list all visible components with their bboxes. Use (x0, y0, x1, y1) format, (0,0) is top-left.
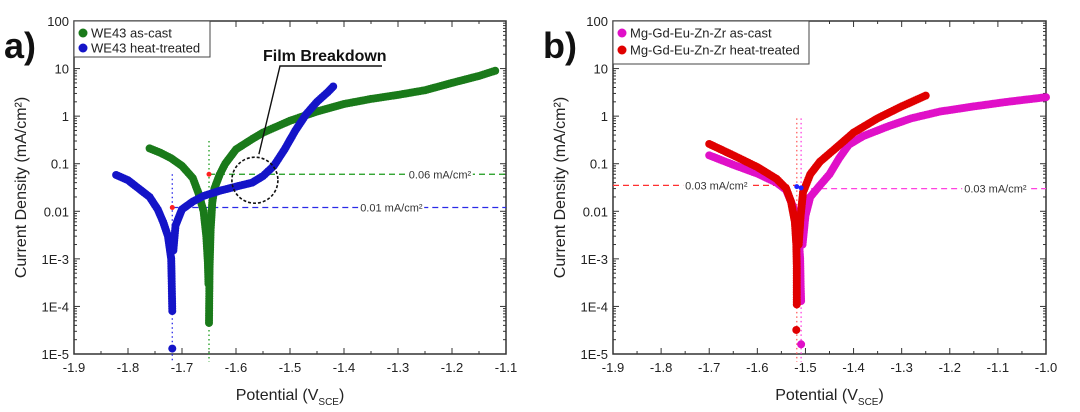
legend-marker (78, 43, 88, 53)
legend-box (73, 20, 211, 58)
data-point (797, 340, 806, 349)
x-tick-label: -1.9 (602, 360, 624, 375)
annotation-label: 0.06 mA/cm² (409, 169, 472, 181)
x-tick-label: -1.2 (939, 360, 961, 375)
y-tick-label: 0.01 (44, 204, 69, 219)
y-tick-label: 1E-3 (581, 252, 608, 267)
data-point (329, 82, 338, 91)
x-tick-label: -1.5 (794, 360, 816, 375)
legend-label: WE43 as-cast (91, 26, 172, 41)
film-breakdown-label: Film Breakdown (263, 48, 387, 65)
x-tick-label: -1.8 (650, 360, 672, 375)
data-point (921, 91, 930, 100)
x-tick-label: -1.7 (698, 360, 720, 375)
annotation-label-bg (406, 167, 473, 181)
legend: Mg-Gd-Eu-Zn-Zr as-cast Mg-Gd-Eu-Zn-Zr hea… (612, 20, 810, 65)
x-axis-label: Potential (VSCE) (775, 387, 884, 408)
y-tick-label: 1E-5 (581, 347, 608, 362)
panel-label: a) (4, 25, 36, 66)
intersection-point (206, 171, 212, 177)
series-mg-gd-eu-zn-zr-heat-treated (705, 91, 930, 334)
legend-label: WE43 heat-treated (91, 41, 200, 56)
legend-marker (78, 28, 88, 38)
annotation-label-bg (358, 200, 425, 214)
y-tick-label: 0.1 (51, 157, 69, 172)
y-tick-label: 1 (62, 109, 69, 124)
y-axis-label: Current Density (mA/cm²) (552, 97, 569, 278)
legend-box (612, 20, 810, 65)
legend-marker (617, 45, 627, 55)
y-tick-label: 1 (601, 109, 608, 124)
y-tick-label: 1E-5 (42, 347, 69, 362)
legend-marker (617, 28, 627, 38)
annotation-label: 0.01 mA/cm² (360, 203, 423, 215)
panel-a-chart: -1.9 -1.8 -1.7 -1.6 -1.5 -1.4 -1.3 -1.2 -1.1 1E-5… (4, 14, 517, 408)
x-tick-label: -1.3 (387, 360, 409, 375)
y-tick-label: 100 (586, 14, 608, 29)
annotation-label-bg (962, 181, 1029, 195)
x-tick-label: -1.4 (333, 360, 355, 375)
y-tick-label: 1E-4 (42, 299, 69, 314)
y-tick-label: 0.1 (590, 157, 608, 172)
x-tick-label: -1.7 (171, 360, 193, 375)
data-point (168, 307, 177, 316)
y-tick-label: 10 (55, 62, 69, 77)
legend-label: Mg-Gd-Eu-Zn-Zr as-cast (630, 26, 772, 41)
series-we43-as-cast (145, 66, 500, 327)
x-tick-label: -1.6 (225, 360, 247, 375)
series-we43-heat-treated (112, 82, 338, 353)
annotation-label: 0.03 mA/cm² (685, 180, 748, 192)
data-point (1042, 93, 1050, 102)
x-tick-label: -1.8 (117, 360, 139, 375)
series-mg-gd-eu-zn-zr-as-cast (705, 93, 1050, 349)
x-tick-label: -1.5 (279, 360, 301, 375)
panel-b-chart: -1.9 -1.8 -1.7 -1.6 -1.5 -1.4 -1.3 -1.2 -1.1 -1.0… (543, 14, 1057, 408)
y-tick-label: 0.01 (583, 204, 608, 219)
data-point (491, 66, 500, 75)
y-tick-label: 1E-4 (581, 299, 608, 314)
x-tick-label: -1.3 (890, 360, 912, 375)
intersection-point (169, 205, 175, 211)
panel-label: b) (543, 25, 577, 66)
x-tick-label: -1.6 (746, 360, 768, 375)
x-axis-label: Potential (VSCE) (236, 387, 345, 408)
intersection-point (798, 185, 804, 191)
film-breakdown-circle (231, 156, 279, 205)
x-tick-label: -1.0 (1035, 360, 1057, 375)
legend-label: Mg-Gd-Eu-Zn-Zr heat-treated (630, 43, 800, 58)
x-tick-label: -1.2 (441, 360, 463, 375)
y-axis-label: Current Density (mA/cm²) (13, 97, 30, 278)
y-tick-label: 1E-3 (42, 252, 69, 267)
data-point (792, 300, 801, 309)
data-point (168, 344, 177, 353)
y-tick-label: 10 (594, 62, 608, 77)
data-point (792, 325, 801, 334)
film-breakdown-pointer (258, 65, 382, 155)
annotation-label: 0.03 mA/cm² (964, 184, 1027, 196)
x-tick-label: -1.4 (842, 360, 864, 375)
x-tick-label: -1.9 (63, 360, 85, 375)
x-tick-label: -1.1 (495, 360, 517, 375)
annotation-label-bg (683, 178, 750, 192)
x-tick-label: -1.1 (987, 360, 1009, 375)
y-tick-label: 100 (47, 14, 69, 29)
intersection-point (794, 184, 800, 190)
